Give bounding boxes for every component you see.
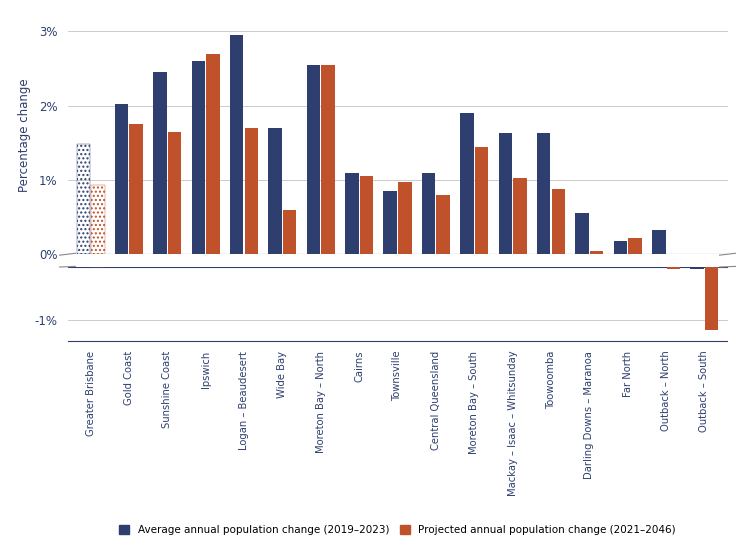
Bar <box>283 235 296 267</box>
Bar <box>436 195 450 254</box>
Bar <box>76 188 90 267</box>
Bar <box>705 254 718 343</box>
Bar <box>268 128 282 254</box>
Legend: Average annual population change (2019–2023), Projected annual population change: Average annual population change (2019–2… <box>115 521 680 540</box>
Bar <box>76 144 90 254</box>
Bar <box>283 210 296 254</box>
Bar <box>360 211 374 267</box>
Bar <box>667 254 680 258</box>
Bar <box>513 178 526 254</box>
Bar <box>691 254 704 258</box>
Bar <box>383 191 397 254</box>
Bar <box>91 217 104 267</box>
Bar <box>130 124 143 254</box>
Bar <box>206 54 220 254</box>
Bar <box>652 230 665 254</box>
Bar <box>475 146 488 254</box>
Bar <box>153 72 166 254</box>
Bar <box>360 176 374 254</box>
Bar <box>705 267 718 331</box>
Bar <box>321 65 334 254</box>
Bar <box>115 104 128 254</box>
Bar <box>230 35 244 254</box>
Bar <box>475 190 488 267</box>
Bar <box>115 160 128 267</box>
Bar <box>307 131 320 267</box>
Bar <box>91 185 104 254</box>
Bar <box>590 250 603 254</box>
Bar <box>398 215 412 267</box>
Bar <box>590 264 603 267</box>
Bar <box>321 131 334 267</box>
Y-axis label: Percentage change: Percentage change <box>18 79 31 192</box>
Bar <box>628 255 642 267</box>
Bar <box>513 213 526 267</box>
Bar <box>460 166 474 267</box>
Bar <box>436 224 450 267</box>
Bar <box>244 128 258 254</box>
Bar <box>244 177 258 267</box>
Bar <box>628 238 642 254</box>
Bar <box>499 133 512 254</box>
Bar <box>499 180 512 267</box>
Bar <box>345 173 358 254</box>
Bar <box>168 131 182 254</box>
Bar <box>307 65 320 254</box>
Bar <box>268 177 282 267</box>
Bar <box>192 129 205 267</box>
Bar <box>398 182 412 254</box>
Bar <box>551 220 565 267</box>
Bar <box>614 257 627 267</box>
Bar <box>667 267 680 270</box>
Bar <box>652 250 665 267</box>
Bar <box>192 61 205 254</box>
Bar <box>537 133 550 254</box>
Bar <box>422 208 435 267</box>
Bar <box>691 267 704 270</box>
Bar <box>130 174 143 267</box>
Bar <box>383 222 397 267</box>
Bar <box>206 123 220 267</box>
Bar <box>614 241 627 254</box>
Bar <box>460 113 474 254</box>
Bar <box>575 238 589 267</box>
Bar <box>153 137 166 267</box>
Bar <box>537 180 550 267</box>
Bar <box>551 189 565 254</box>
Bar <box>168 179 182 267</box>
Bar <box>230 110 244 267</box>
Bar <box>345 208 358 267</box>
Bar <box>575 213 589 254</box>
Bar <box>422 173 435 254</box>
